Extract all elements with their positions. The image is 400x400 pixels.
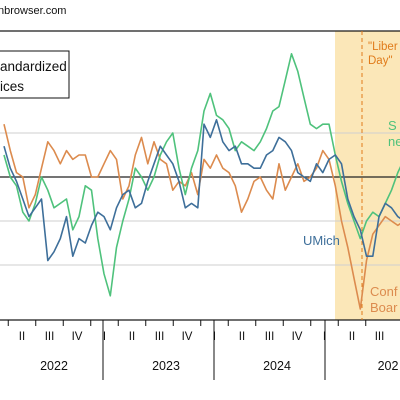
legend-box: [0, 50, 70, 99]
plot-frame: [0, 30, 400, 321]
legend-line-1: andardized: [0, 59, 67, 74]
annotation-line-2: Day": [368, 55, 393, 67]
series-label-2-0: S: [388, 118, 397, 133]
series-label-2-1: ne: [388, 134, 400, 149]
annotation-line-1: "Liber: [368, 41, 398, 53]
series-label-0-0: UMich: [303, 233, 340, 248]
x-year-label-0: 2022: [40, 359, 68, 373]
x-year-label-2: 2024: [263, 359, 291, 373]
x-quarter-label-0: II: [19, 331, 25, 343]
series-line-0: [3, 119, 400, 262]
x-axis: IIIIIIVIIIIIIIVIIIIIIIVIIIIII20222023202…: [7, 320, 399, 380]
x-quarter-label-9: III: [265, 331, 275, 343]
x-quarter-label-1: III: [45, 331, 55, 343]
x-quarter-label-3: I: [103, 331, 106, 343]
x-year-label-1: 2023: [152, 359, 180, 373]
x-quarter-label-8: II: [239, 331, 245, 343]
x-quarter-label-12: II: [349, 331, 355, 343]
x-quarter-label-4: II: [129, 331, 135, 343]
legend-line-2: ices: [0, 79, 24, 94]
x-quarter-label-13: III: [375, 331, 385, 343]
x-quarter-label-10: IV: [292, 331, 303, 343]
labels: nbrowser.com andardized ices "Liber Day" UMic…: [0, 5, 400, 315]
series-label-1-1: Boar: [370, 300, 398, 315]
series-label-1-0: Conf: [370, 284, 398, 299]
plot-area: [0, 30, 400, 321]
series-line-1: [3, 124, 400, 310]
x-quarter-label-2: IV: [72, 331, 83, 343]
series-line-2: [3, 52, 400, 297]
shaded-period: [335, 31, 400, 320]
x-quarter-label-6: IV: [182, 331, 193, 343]
x-quarter-label-5: III: [155, 331, 165, 343]
source-text: nbrowser.com: [0, 5, 66, 17]
x-year-label-3: 202: [378, 359, 399, 373]
